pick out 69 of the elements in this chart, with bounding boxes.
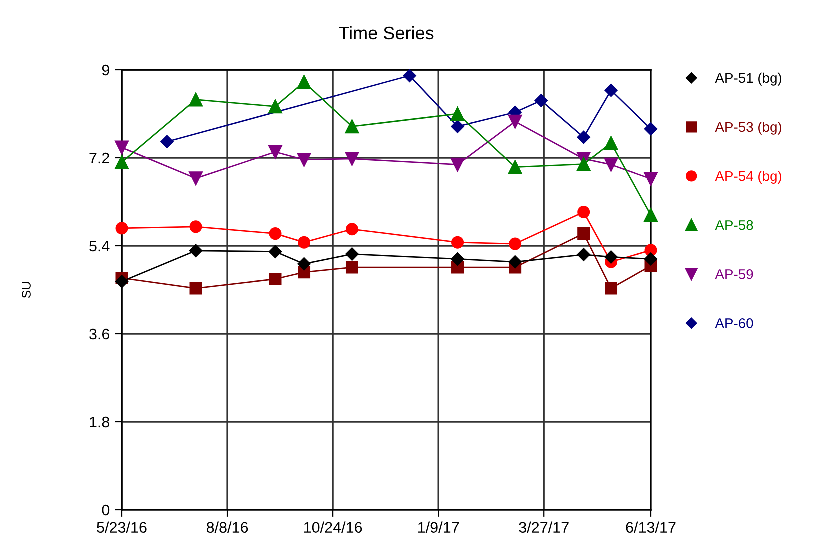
y-axis-title: SU: [22, 282, 31, 298]
legend-label: AP-54 (bg): [715, 170, 782, 184]
point: [268, 245, 282, 258]
point: [605, 282, 618, 295]
point: [644, 208, 658, 222]
point: [451, 252, 464, 266]
point: [577, 248, 590, 262]
point: [298, 258, 311, 271]
point: [576, 157, 591, 172]
point: [450, 158, 465, 172]
point: [115, 275, 129, 288]
point: [268, 100, 282, 114]
chart-title: Time Series: [339, 26, 434, 40]
point: [268, 145, 282, 160]
point: [160, 135, 174, 148]
legend-label: AP-53 (bg): [715, 122, 782, 135]
point: [451, 120, 464, 134]
point: [604, 136, 618, 150]
point: [644, 122, 658, 136]
point: [115, 140, 129, 155]
x-tick-label: 8/8/16: [206, 522, 248, 534]
point: [346, 223, 358, 236]
y-tick-label: 0: [102, 504, 110, 516]
point: [452, 236, 464, 249]
point: [189, 244, 203, 258]
point: [115, 155, 129, 170]
point: [345, 152, 360, 166]
point: [297, 75, 312, 90]
point: [509, 238, 522, 250]
y-tick-label: 7.2: [90, 152, 110, 164]
point: [189, 172, 203, 186]
point: [450, 107, 465, 121]
point: [297, 153, 312, 167]
point: [508, 160, 522, 174]
x-tick-label: 5/23/16: [97, 522, 147, 534]
y-tick-label: 9: [102, 64, 110, 76]
point: [116, 222, 128, 235]
point: [508, 256, 522, 269]
x-tick-label: 1/9/17: [418, 522, 460, 534]
point: [578, 206, 590, 219]
point: [269, 228, 282, 240]
point: [508, 114, 522, 129]
point: [189, 92, 203, 107]
point: [604, 158, 618, 172]
x-tick-label: 10/24/16: [304, 522, 362, 534]
legend-label: AP-60: [715, 318, 754, 328]
point: [644, 252, 658, 266]
y-tick-label: 3.6: [90, 328, 110, 340]
legend-label: AP-59: [715, 269, 754, 280]
point: [577, 130, 590, 144]
y-tick-label: 5.4: [90, 241, 110, 252]
point: [534, 94, 548, 108]
point: [190, 282, 202, 295]
legend-label: AP-58: [715, 220, 754, 230]
point: [345, 120, 360, 134]
point: [298, 236, 311, 249]
point: [346, 261, 358, 274]
point: [190, 220, 202, 234]
point: [346, 248, 359, 261]
point: [403, 69, 416, 82]
point: [578, 228, 590, 240]
point: [604, 84, 618, 98]
legend-label: AP-51 (bg): [715, 72, 782, 86]
point: [269, 272, 282, 286]
point: [604, 250, 618, 264]
point: [644, 172, 658, 186]
x-tick-label: 6/13/17: [626, 522, 676, 534]
x-tick-label: 3/27/17: [519, 522, 569, 534]
y-tick-label: 1.8: [90, 416, 110, 428]
